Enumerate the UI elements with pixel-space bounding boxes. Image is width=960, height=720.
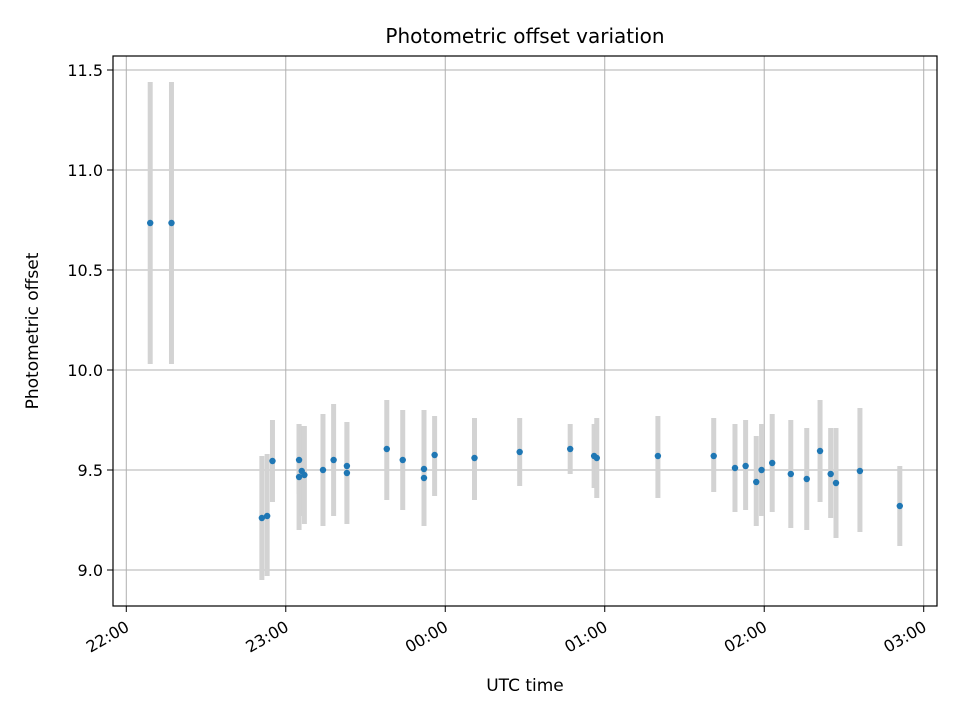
data-point: [269, 457, 276, 465]
data-point: [343, 462, 351, 470]
data-point: [731, 464, 739, 472]
data-point: [896, 502, 903, 510]
data-point: [258, 514, 266, 522]
y-tick-label: 9.0: [78, 561, 103, 580]
data-point: [431, 451, 438, 459]
data-point: [803, 475, 810, 483]
data-point: [787, 470, 795, 478]
y-tick-label: 9.5: [78, 461, 103, 480]
y-tick-label: 10.5: [67, 261, 103, 280]
data-point: [832, 479, 840, 487]
data-point: [856, 467, 864, 475]
grid: [113, 56, 937, 606]
data-point: [147, 219, 154, 227]
data-point: [758, 466, 765, 474]
data-point: [168, 219, 175, 227]
data-point: [742, 462, 749, 470]
data-point: [471, 454, 478, 462]
data-point: [753, 478, 760, 486]
y-tick-label: 10.0: [67, 361, 103, 380]
data-point: [301, 471, 308, 479]
data-point: [769, 459, 776, 467]
y-axis-ticks: 9.0 9.5 10.0 10.5 11.0 11.5: [67, 61, 113, 580]
y-axis-label: Photometric offset: [23, 252, 43, 409]
chart-title: Photometric offset variation: [385, 24, 664, 48]
data-point: [516, 448, 523, 456]
data-point: [816, 447, 824, 455]
data-point: [654, 452, 662, 460]
data-points: [147, 219, 903, 522]
data-point: [566, 445, 574, 453]
data-point: [420, 465, 428, 473]
data-point: [343, 469, 351, 477]
data-point: [827, 470, 834, 478]
data-point: [399, 456, 406, 464]
data-point: [319, 466, 327, 474]
data-point: [295, 456, 303, 464]
data-point: [295, 473, 303, 481]
data-point: [593, 454, 600, 462]
data-point: [330, 456, 337, 464]
x-axis-label: UTC time: [486, 676, 564, 696]
y-tick-label: 11.5: [67, 61, 103, 80]
y-tick-label: 11.0: [67, 161, 103, 180]
data-point: [710, 452, 717, 460]
data-point: [263, 512, 271, 520]
data-point: [420, 474, 428, 482]
plot-frame: [112, 55, 938, 607]
data-point: [383, 445, 390, 453]
